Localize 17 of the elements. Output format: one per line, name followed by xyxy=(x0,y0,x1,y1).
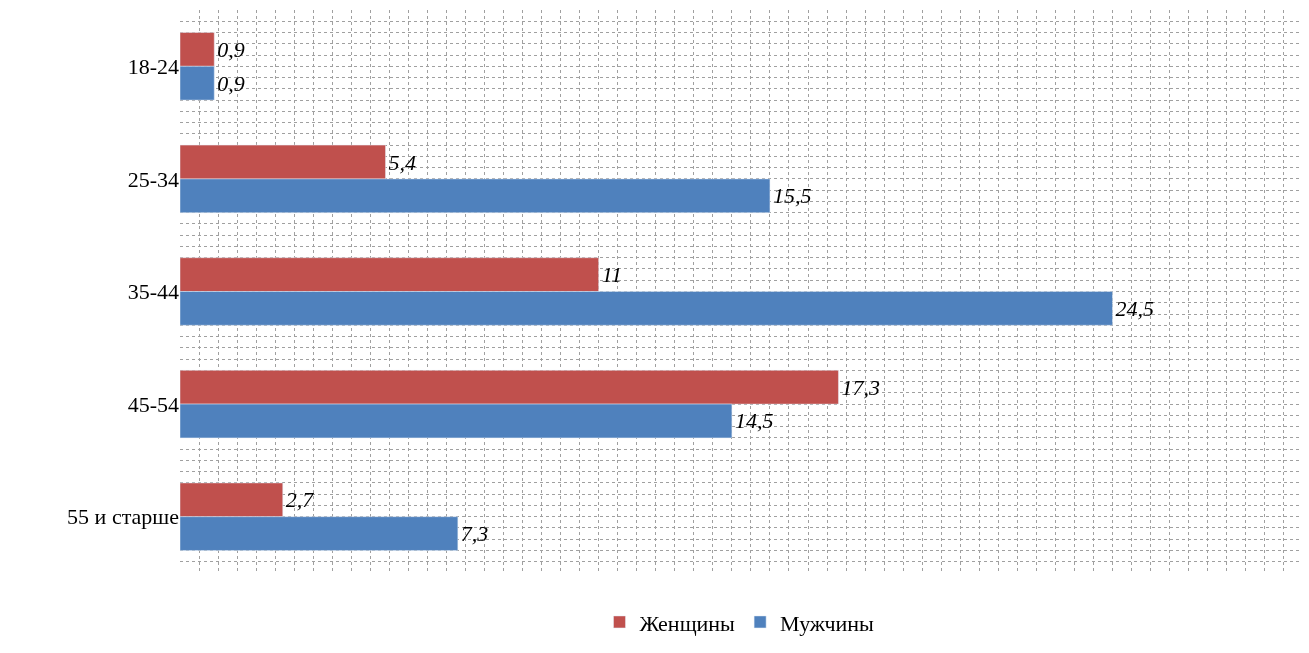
data-label: 0,9 xyxy=(217,36,245,62)
y-tick-label: 18-24 xyxy=(127,54,179,79)
legend-label: Мужчины xyxy=(780,610,875,636)
y-tick-label: 25-34 xyxy=(127,166,179,192)
y-tick-label: 35-44 xyxy=(127,279,179,305)
data-label: 7,3 xyxy=(460,521,489,547)
data-label: 14,5 xyxy=(734,408,774,434)
data-label: 5,4 xyxy=(388,149,417,175)
data-label: 11 xyxy=(601,262,623,288)
y-tick-label: 45-54 xyxy=(127,391,179,417)
y-tick-label: 55 и старше xyxy=(67,504,179,530)
data-label: 24,5 xyxy=(1115,295,1154,321)
data-label: 0,9 xyxy=(217,70,245,96)
data-label: 2,7 xyxy=(285,487,315,513)
data-label: 15,5 xyxy=(772,183,812,209)
data-label: 17,3 xyxy=(841,374,880,400)
legend-label: Женщины xyxy=(639,610,736,636)
